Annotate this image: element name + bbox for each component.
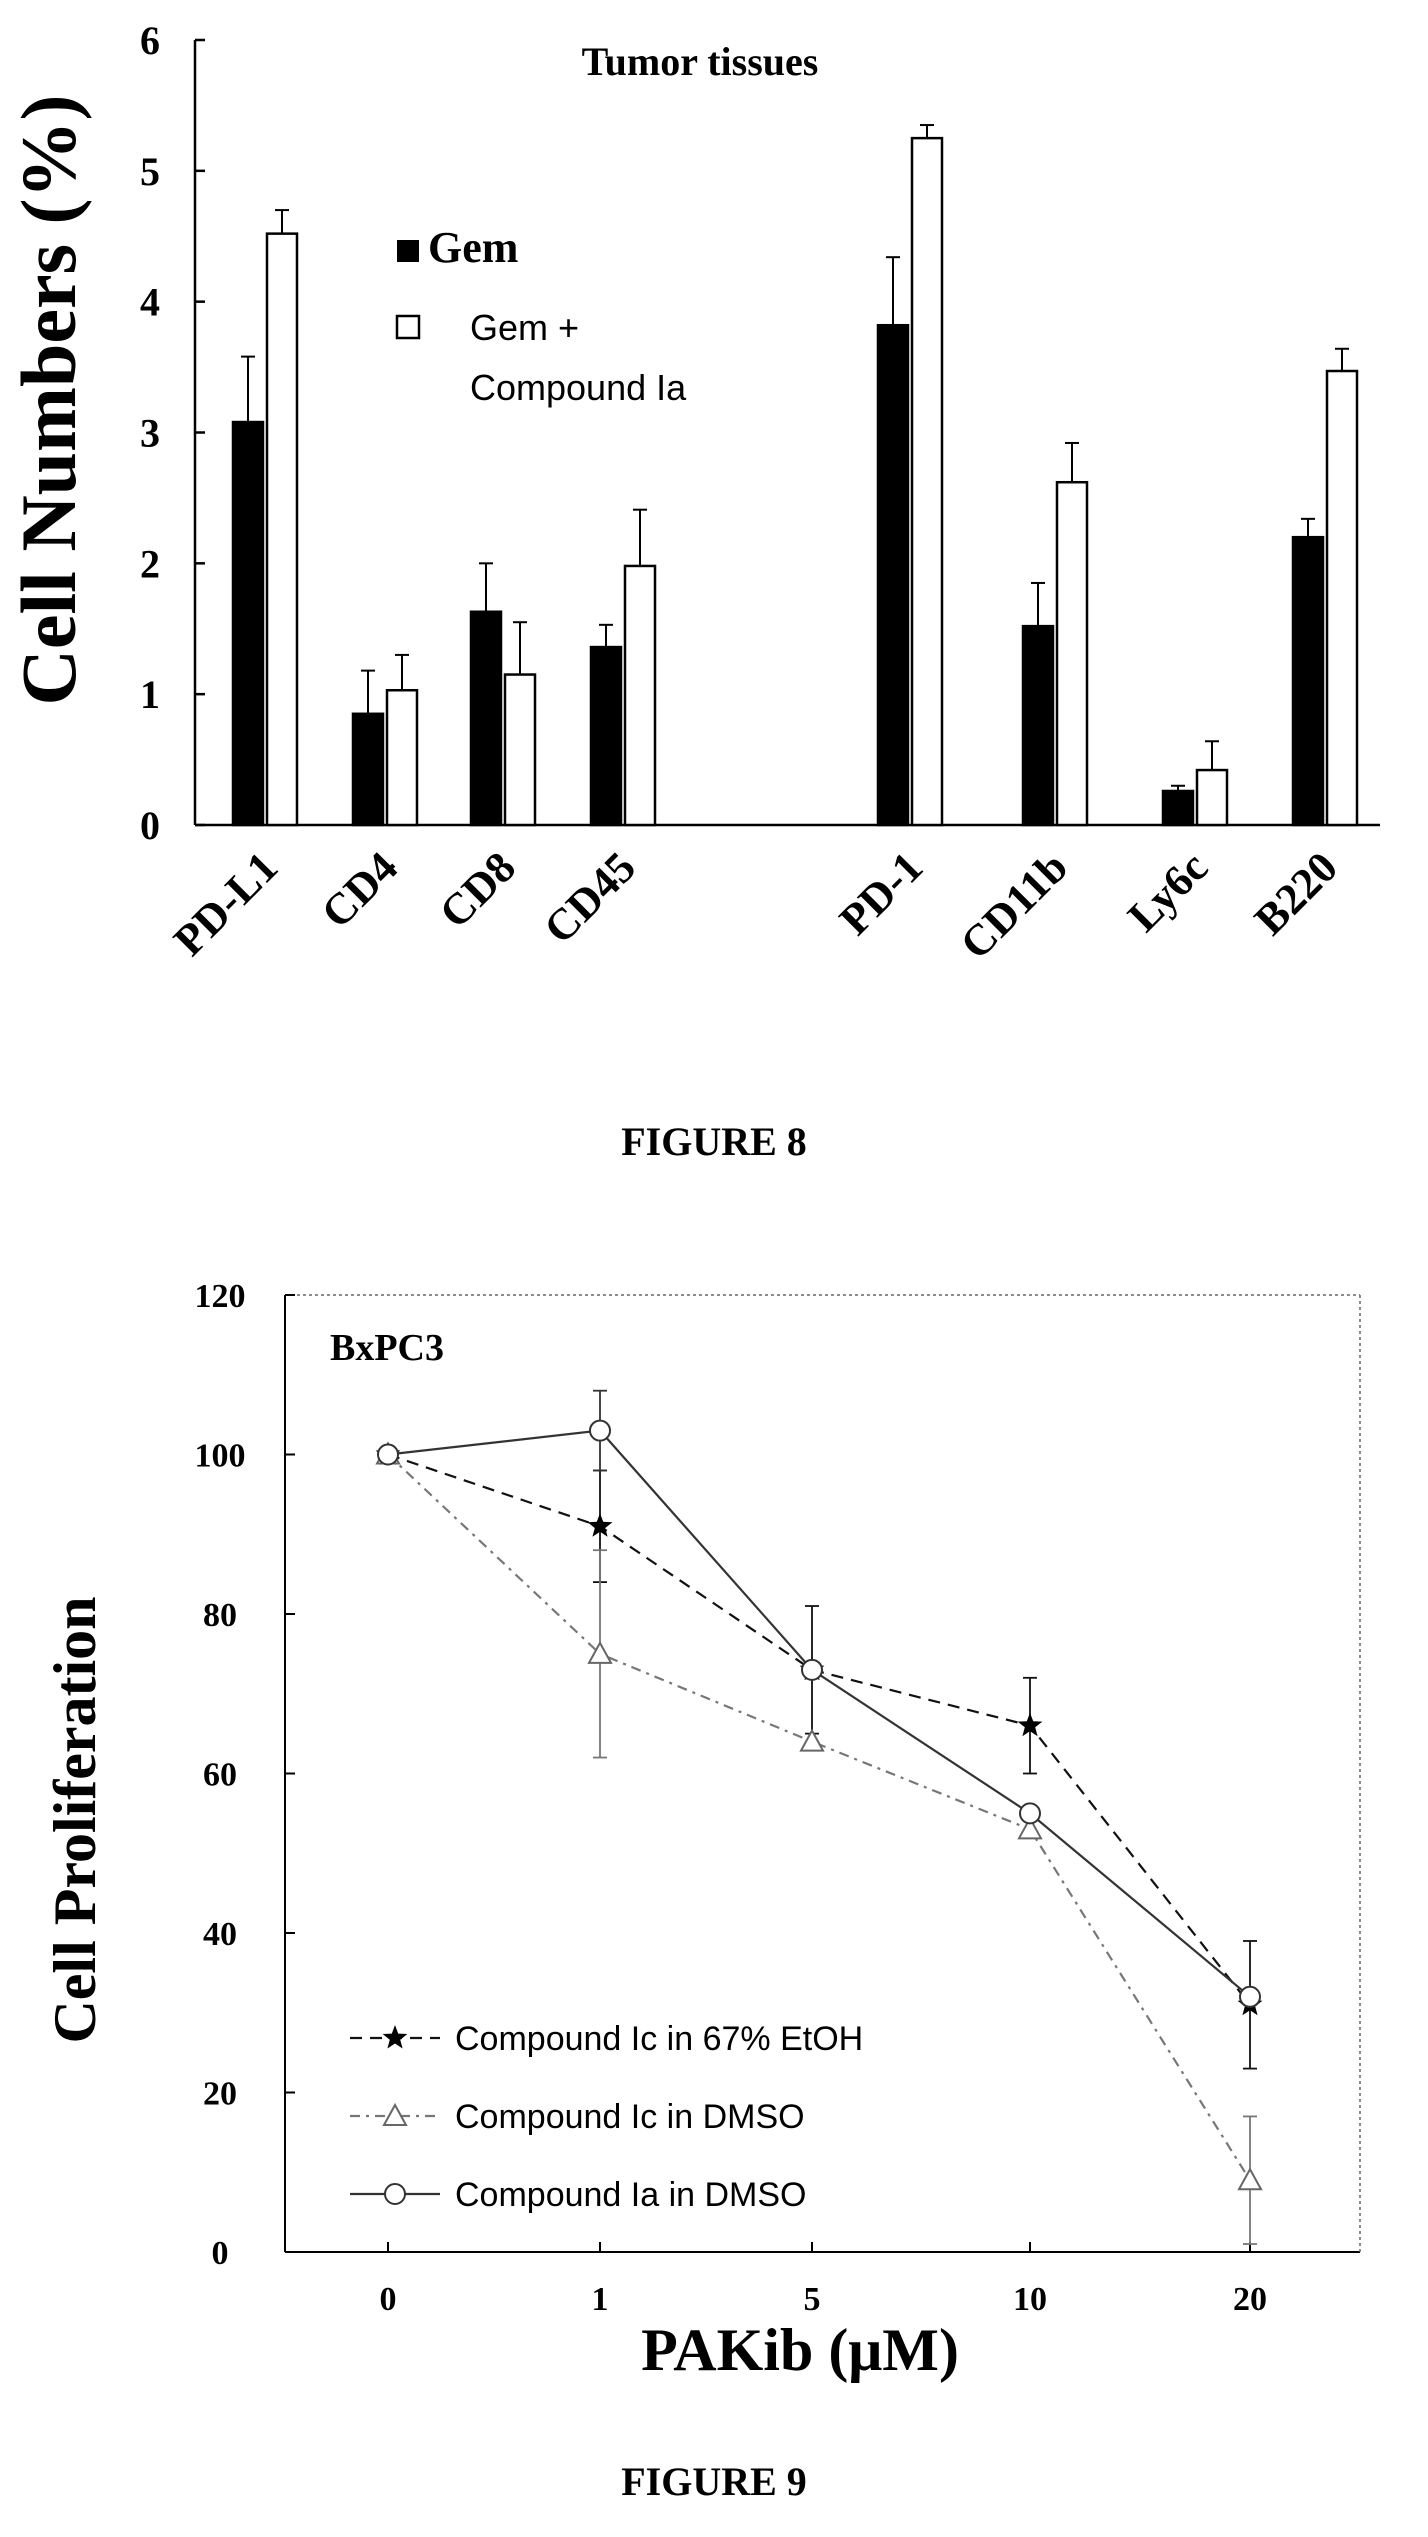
figure-8-caption: FIGURE 8 [621,1119,807,1164]
data-point-series-1 [1017,1816,1043,1840]
x-tick-label: PD-L1 [164,842,287,965]
y-tick-label: 100 [195,1438,246,1475]
figure-8-bar-chart: 0 1 2 3 4 5 6 Tumor tissues Cell Numbers (%) P… [5,18,1380,969]
figure-9-caption: FIGURE 9 [621,2459,807,2504]
x-tick-label: CD8 [430,842,525,937]
y-tick-label: 60 [203,1757,237,1794]
x-tick-label: 10 [1013,2281,1047,2318]
legend-label-gem-compound-line2: Compound Ia [470,367,687,408]
line-series [375,1389,1263,2245]
x-tick-label: CD45 [534,842,645,953]
chart-title: BxPC3 [330,1327,444,1369]
y-tick-label: 0 [212,2235,229,2272]
series-line-1 [387,1453,1251,2181]
data-point-series-2 [1019,1802,1041,1825]
bar-gem-compound-ia-cd4 [385,688,419,827]
y-tick-label: 120 [195,1278,246,1315]
data-point-series-2 [377,1443,399,1466]
data-point-series-0 [587,1513,613,1537]
y-tick-label: 4 [140,280,160,325]
x-tick-label: B220 [1245,842,1347,944]
data-point-series-1 [1237,2167,1263,2191]
bar-gem-pd-1 [876,323,910,827]
bar-gem-cd8 [469,610,503,827]
chart-title: Tumor tissues [582,39,819,84]
series-line-0 [387,1453,1251,2006]
bar-gem-pd-l1 [231,420,265,827]
bar-gem-cd45 [589,645,623,827]
bar-gem-compound-ia-ly6c [1195,768,1229,827]
legend-label-gem-compound-line1: Gem + [470,307,579,348]
data-point-series-2 [589,1419,611,1442]
x-tick-label: Ly6c [1118,842,1217,941]
x-tick-label: PD-1 [830,842,932,944]
data-point-series-1 [799,1728,825,1752]
y-tick-label: 5 [140,149,160,194]
bar-gem-b220 [1291,535,1325,827]
x-tick-label: 20 [1233,2281,1267,2318]
legend-label-2: Compound Ia in DMSO [455,2176,807,2214]
x-axis-tick-labels: PD-L1 CD4 CD8 CD45 PD-1 CD11b Ly6c B220 [164,842,1347,968]
bar-gem-compound-ia-cd8 [503,673,537,827]
axis-ticks: 0 20 40 60 80 100 120 0 1 5 10 20 [195,1278,1268,2318]
axes [284,1294,1361,2253]
legend-marker-1 [382,2102,408,2126]
y-axis-label: Cell Proliferation [42,1596,108,2043]
data-point-series-2 [1239,1985,1261,2008]
x-tick-label: 0 [380,2281,397,2318]
y-tick-label: 0 [140,803,160,848]
bar-gem-compound-ia-cd11b [1055,480,1089,827]
x-axis-label: PAKib (μM) [641,2317,959,2383]
bar-series [231,124,1359,827]
legend-swatch-gem-compound [395,314,421,340]
y-tick-label: 20 [203,2076,237,2113]
legend: Compound Ic in 67% EtOH Compound Ic in DM… [350,2020,863,2214]
data-point-series-1 [587,1640,613,1664]
bar-gem-cd11b [1021,624,1055,827]
y-tick-label: 3 [140,411,160,456]
y-axis-label: Cell Numbers (%) [5,95,92,706]
x-tick-label: CD11b [951,842,1077,968]
figure-9-line-chart: 0 20 40 60 80 100 120 0 1 5 10 20 BxPC3 Cell Prolif… [42,1278,1361,2383]
x-tick-label: 1 [592,2281,609,2318]
y-axis-ticks: 0 1 2 3 4 5 6 [140,18,205,848]
x-tick-label: CD4 [312,842,407,937]
bar-gem-ly6c [1161,789,1195,827]
bar-gem-compound-ia-pd-1 [910,136,944,827]
bar-gem-compound-ia-cd45 [623,564,657,827]
bar-gem-compound-ia-pd-l1 [265,232,299,827]
legend-label-1: Compound Ic in DMSO [455,2098,805,2136]
bar-gem-cd4 [351,712,385,827]
data-point-series-2 [801,1658,823,1681]
y-tick-label: 2 [140,541,160,586]
y-tick-label: 40 [203,1916,237,1953]
x-tick-label: 5 [804,2281,821,2318]
y-tick-label: 1 [140,672,160,717]
y-axis [193,40,1380,827]
data-point-series-0 [1017,1712,1043,1737]
legend-marker-0 [382,2025,408,2049]
bar-gem-compound-ia-b220 [1325,369,1359,827]
y-tick-label: 80 [203,1597,237,1634]
series-line-2 [387,1429,1251,1998]
legend-marker-2 [384,2183,406,2205]
legend-swatch-gem [397,240,419,262]
legend-label-gem: Gem [428,223,518,272]
y-tick-label: 6 [140,18,160,63]
legend: Gem Gem + Compound Ia [395,223,687,408]
legend-label-0: Compound Ic in 67% EtOH [455,2020,863,2058]
